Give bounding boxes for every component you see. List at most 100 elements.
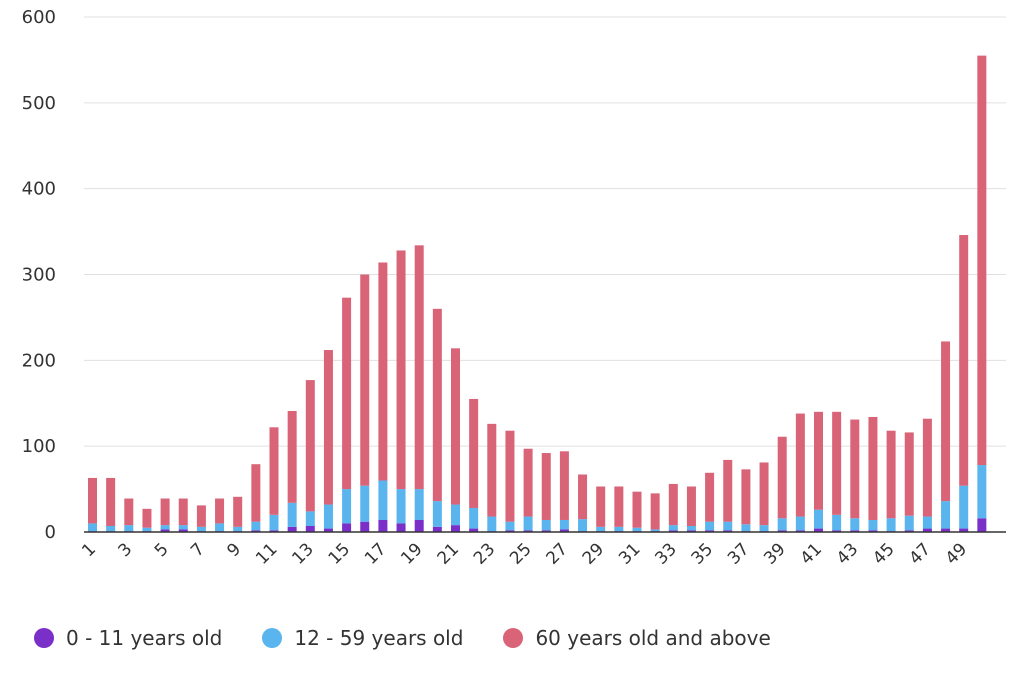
bar-segment-age-60-plus[interactable] xyxy=(233,496,243,527)
bar-segment-age-60-plus[interactable] xyxy=(106,477,116,526)
bar-segment-age-0-11[interactable] xyxy=(160,529,170,532)
bar-segment-age-60-plus[interactable] xyxy=(632,491,642,528)
bar-segment-age-12-59[interactable] xyxy=(287,502,297,527)
bar-segment-age-0-11[interactable] xyxy=(469,528,479,532)
bar-segment-age-60-plus[interactable] xyxy=(451,348,460,505)
bar-segment-age-60-plus[interactable] xyxy=(487,423,497,517)
bar-segment-age-60-plus[interactable] xyxy=(723,459,733,522)
bar-segment-age-12-59[interactable] xyxy=(142,527,152,532)
bar-segment-age-12-59[interactable] xyxy=(723,521,733,531)
bar-segment-age-60-plus[interactable] xyxy=(759,462,769,526)
bar-segment-age-12-59[interactable] xyxy=(215,523,225,532)
bar-segment-age-60-plus[interactable] xyxy=(795,413,805,517)
bar-segment-age-60-plus[interactable] xyxy=(686,486,696,526)
bar-segment-age-0-11[interactable] xyxy=(959,528,969,532)
bar-segment-age-60-plus[interactable] xyxy=(959,235,969,486)
bar-segment-age-60-plus[interactable] xyxy=(414,245,424,490)
bar-segment-age-0-11[interactable] xyxy=(904,530,914,532)
bar-segment-age-0-11[interactable] xyxy=(342,523,352,532)
bar-segment-age-12-59[interactable] xyxy=(668,525,678,531)
bar-segment-age-0-11[interactable] xyxy=(396,523,406,532)
bar-segment-age-60-plus[interactable] xyxy=(378,262,388,481)
bar-segment-age-0-11[interactable] xyxy=(523,530,533,532)
bar-segment-age-60-plus[interactable] xyxy=(523,448,533,517)
bar-segment-age-0-11[interactable] xyxy=(814,528,823,532)
bar-segment-age-12-59[interactable] xyxy=(469,507,479,529)
bar-segment-age-60-plus[interactable] xyxy=(777,436,787,519)
bar-segment-age-0-11[interactable] xyxy=(723,530,733,532)
bar-segment-age-60-plus[interactable] xyxy=(142,508,152,528)
bar-segment-age-0-11[interactable] xyxy=(451,525,460,532)
bar-segment-age-0-11[interactable] xyxy=(323,528,333,532)
bar-segment-age-12-59[interactable] xyxy=(323,504,333,529)
bar-segment-age-0-11[interactable] xyxy=(977,518,987,532)
bar-segment-age-0-11[interactable] xyxy=(850,530,860,532)
bar-segment-age-12-59[interactable] xyxy=(922,516,932,529)
bar-segment-age-12-59[interactable] xyxy=(650,529,660,532)
bar-segment-age-60-plus[interactable] xyxy=(559,451,569,520)
bar-segment-age-12-59[interactable] xyxy=(196,526,206,532)
bar-segment-age-0-11[interactable] xyxy=(505,530,515,532)
bar-segment-age-60-plus[interactable] xyxy=(705,472,715,522)
bar-segment-age-12-59[interactable] xyxy=(541,519,551,531)
bar-segment-age-0-11[interactable] xyxy=(287,526,297,532)
bar-segment-age-60-plus[interactable] xyxy=(505,430,515,522)
bar-segment-age-12-59[interactable] xyxy=(759,525,769,532)
bar-segment-age-60-plus[interactable] xyxy=(886,430,896,519)
bar-segment-age-12-59[interactable] xyxy=(886,518,896,532)
bar-segment-age-60-plus[interactable] xyxy=(124,498,134,526)
bar-segment-age-60-plus[interactable] xyxy=(668,483,678,526)
bar-segment-age-12-59[interactable] xyxy=(505,521,515,531)
bar-segment-age-60-plus[interactable] xyxy=(922,418,932,517)
bar-segment-age-12-59[interactable] xyxy=(487,516,497,532)
bar-segment-age-12-59[interactable] xyxy=(868,519,878,531)
bar-segment-age-12-59[interactable] xyxy=(269,514,279,531)
bar-segment-age-0-11[interactable] xyxy=(269,530,279,532)
bar-segment-age-60-plus[interactable] xyxy=(432,308,442,502)
bar-segment-age-60-plus[interactable] xyxy=(977,55,987,466)
bar-segment-age-60-plus[interactable] xyxy=(305,380,315,512)
bar-segment-age-60-plus[interactable] xyxy=(741,469,751,525)
legend-item-60-plus[interactable]: 60 years old and above xyxy=(503,626,771,650)
bar-segment-age-12-59[interactable] xyxy=(614,526,624,532)
bar-segment-age-12-59[interactable] xyxy=(559,519,569,530)
bar-segment-age-0-11[interactable] xyxy=(922,528,932,532)
bar-segment-age-12-59[interactable] xyxy=(88,523,97,532)
bar-segment-age-0-11[interactable] xyxy=(414,519,424,532)
bar-segment-age-12-59[interactable] xyxy=(124,525,134,532)
bar-segment-age-60-plus[interactable] xyxy=(287,410,297,503)
bar-segment-age-0-11[interactable] xyxy=(686,530,696,532)
bar-segment-age-12-59[interactable] xyxy=(941,501,951,529)
bar-segment-age-12-59[interactable] xyxy=(342,489,352,524)
bar-segment-age-60-plus[interactable] xyxy=(342,297,352,490)
bar-segment-age-12-59[interactable] xyxy=(378,480,388,520)
bar-segment-age-60-plus[interactable] xyxy=(360,274,370,486)
bar-segment-age-12-59[interactable] xyxy=(795,516,805,531)
bar-segment-age-60-plus[interactable] xyxy=(814,411,823,510)
bar-segment-age-12-59[interactable] xyxy=(705,521,715,531)
bar-segment-age-60-plus[interactable] xyxy=(251,464,261,522)
bar-segment-age-60-plus[interactable] xyxy=(832,411,842,515)
bar-segment-age-60-plus[interactable] xyxy=(596,486,606,527)
bar-segment-age-12-59[interactable] xyxy=(305,511,315,526)
bar-segment-age-60-plus[interactable] xyxy=(178,498,188,526)
bar-segment-age-0-11[interactable] xyxy=(832,530,842,532)
bar-segment-age-60-plus[interactable] xyxy=(88,477,97,524)
bar-segment-age-12-59[interactable] xyxy=(523,516,533,531)
bar-segment-age-60-plus[interactable] xyxy=(323,350,333,505)
bar-segment-age-12-59[interactable] xyxy=(904,515,914,531)
bar-segment-age-60-plus[interactable] xyxy=(269,427,279,515)
bar-segment-age-12-59[interactable] xyxy=(360,485,370,522)
bar-segment-age-0-11[interactable] xyxy=(559,529,569,532)
bar-segment-age-12-59[interactable] xyxy=(741,524,751,532)
bar-segment-age-0-11[interactable] xyxy=(378,519,388,532)
bar-segment-age-12-59[interactable] xyxy=(233,526,243,532)
bar-segment-age-60-plus[interactable] xyxy=(541,453,551,520)
bar-segment-age-60-plus[interactable] xyxy=(160,498,170,526)
bar-segment-age-12-59[interactable] xyxy=(777,518,787,531)
bar-segment-age-0-11[interactable] xyxy=(541,530,551,532)
bar-segment-age-12-59[interactable] xyxy=(178,525,188,530)
bar-segment-age-0-11[interactable] xyxy=(432,526,442,532)
bar-segment-age-0-11[interactable] xyxy=(251,530,261,532)
bar-segment-age-60-plus[interactable] xyxy=(215,498,225,524)
